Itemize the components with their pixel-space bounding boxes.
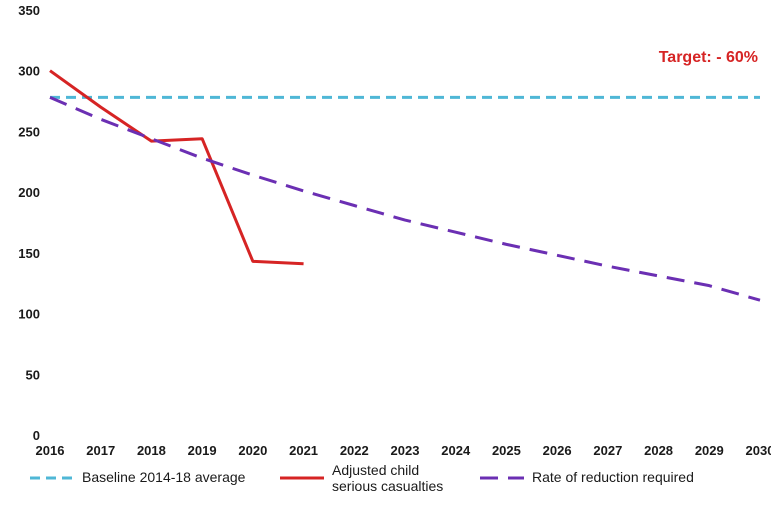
x-tick-label: 2018 — [137, 443, 166, 458]
legend-label-rate: Rate of reduction required — [532, 469, 694, 485]
x-tick-label: 2021 — [289, 443, 318, 458]
x-tick-label: 2019 — [188, 443, 217, 458]
y-tick-label: 300 — [18, 64, 40, 79]
x-tick-label: 2025 — [492, 443, 521, 458]
chart-svg: 0 50 100 150 200 250 300 350 2016 2017 2018 2019 202… — [0, 0, 771, 517]
x-tick-label: 2022 — [340, 443, 369, 458]
legend-label-adjusted-line1: serious casualties — [332, 478, 443, 494]
x-tick-label: 2016 — [36, 443, 65, 458]
y-tick-label: 150 — [18, 246, 40, 261]
x-tick-label: 2020 — [238, 443, 267, 458]
y-tick-label: 250 — [18, 124, 40, 139]
y-tick-label: 200 — [18, 185, 40, 200]
x-tick-label: 2027 — [593, 443, 622, 458]
legend-label-adjusted-line0: Adjusted child — [332, 462, 419, 478]
target-annotation: Target: - 60% — [659, 49, 758, 66]
x-tick-label: 2026 — [543, 443, 572, 458]
x-tick-label: 2023 — [391, 443, 420, 458]
y-tick-label: 350 — [18, 3, 40, 18]
chart-container: 0 50 100 150 200 250 300 350 2016 2017 2018 2019 202… — [0, 0, 771, 517]
x-tick-label: 2017 — [86, 443, 115, 458]
y-tick-label: 50 — [26, 367, 40, 382]
x-tick-label: 2028 — [644, 443, 673, 458]
legend-label-baseline: Baseline 2014-18 average — [82, 469, 246, 485]
x-tick-label: 2029 — [695, 443, 724, 458]
y-tick-label: 0 — [33, 428, 40, 443]
x-tick-label: 2024 — [441, 443, 471, 458]
y-tick-label: 100 — [18, 307, 40, 322]
x-tick-label: 2030 — [746, 443, 771, 458]
